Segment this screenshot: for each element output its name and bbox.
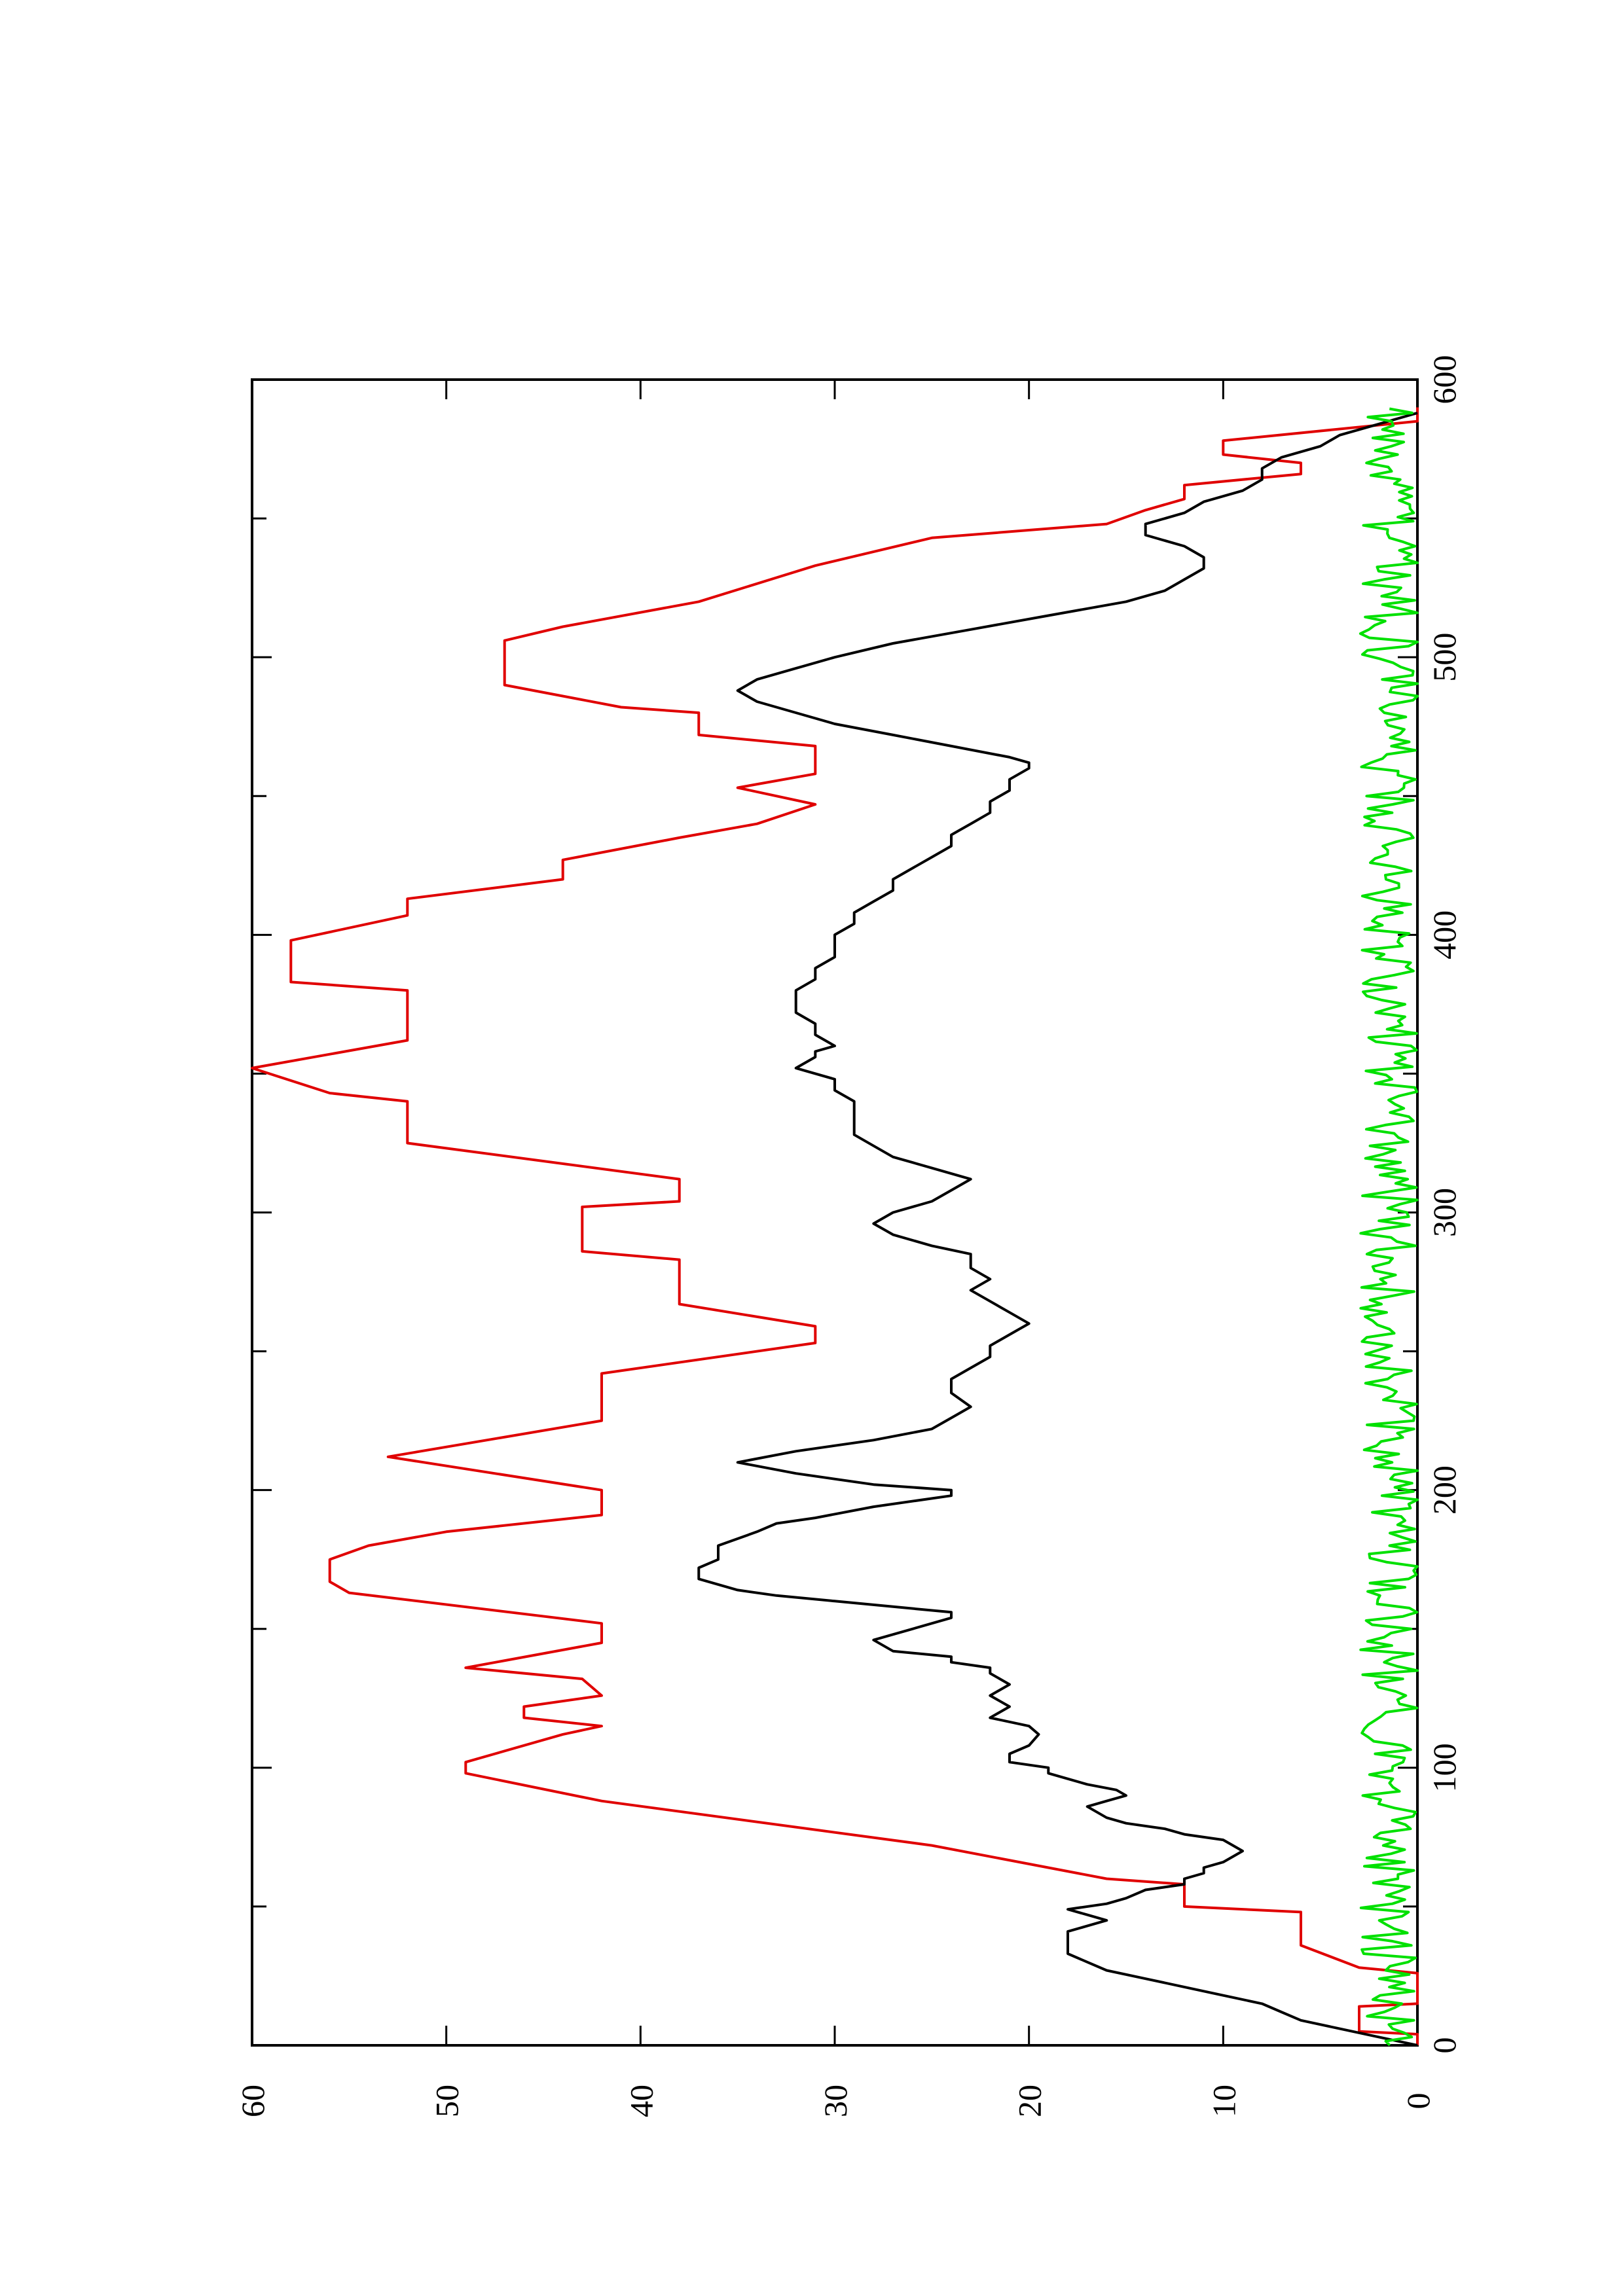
y-tick-label: 0 [1400,2093,1436,2109]
y-tick-label: 60 [234,2085,271,2117]
x-tick-label: 500 [1426,633,1463,682]
axis-tick-labels: 0 100 200 300 400 500 600 0 10 20 30 40 50 60 [234,355,1463,2118]
axis-ticks [251,378,1419,2047]
red-series-line [251,407,1419,2045]
green-series-line [1359,407,1419,2047]
plot-frame [251,378,1419,2047]
series-layer [251,407,1419,2047]
y-tick-label: 20 [1012,2085,1048,2117]
x-tick-label: 600 [1426,355,1463,404]
y-tick-label: 30 [817,2085,854,2117]
x-tick-label: 200 [1426,1465,1463,1515]
y-tick-label: 10 [1205,2085,1242,2117]
black-series-line [697,411,1418,2047]
x-tick-label: 100 [1426,1743,1463,1792]
x-tick-label: 300 [1426,1188,1463,1237]
x-tick-label: 0 [1426,2037,1463,2054]
y-tick-label: 40 [623,2085,659,2117]
y-tick-label: 50 [429,2085,465,2117]
x-tick-label: 400 [1426,910,1463,960]
